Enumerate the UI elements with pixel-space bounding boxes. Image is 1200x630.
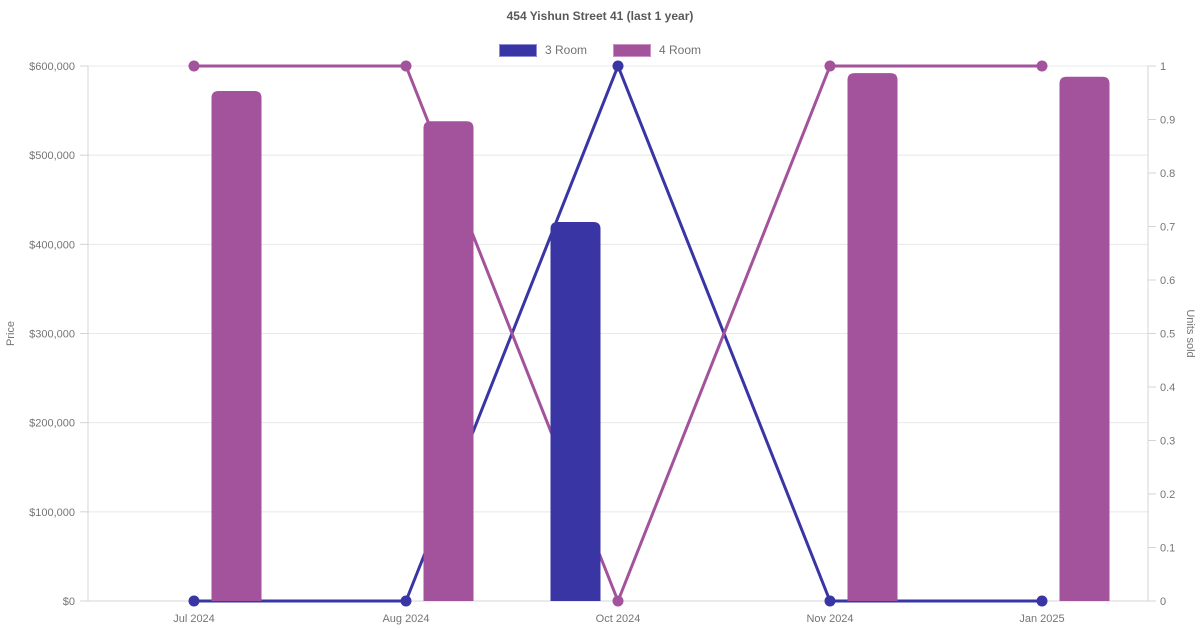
point-4-room-oct-2024[interactable] (612, 595, 624, 607)
x-axis-label-jan-2025: Jan 2025 (1019, 613, 1064, 625)
bar-4-room-jul-2024[interactable] (211, 90, 262, 601)
left-axis-tick-label: $600,000 (29, 61, 75, 73)
bar-3-room-oct-2024[interactable] (550, 222, 601, 601)
point-3-room-jan-2025[interactable] (1036, 595, 1048, 607)
point-4-room-nov-2024[interactable] (824, 60, 836, 72)
x-axis-label-nov-2024: Nov 2024 (806, 613, 853, 625)
bar-4-room-aug-2024[interactable] (423, 121, 474, 602)
right-axis-tick-label: 0.2 (1160, 489, 1175, 501)
legend-label-4-room: 4 Room (659, 43, 702, 57)
legend-swatch-3-room (498, 43, 537, 57)
point-3-room-nov-2024[interactable] (824, 595, 836, 607)
right-axis-tick-label: 0.6 (1160, 275, 1175, 287)
right-axis-tick-label: 0.4 (1160, 382, 1175, 394)
chart-legend: 3 Room 4 Room (0, 43, 1200, 57)
left-axis-tick-label: $300,000 (29, 329, 75, 341)
right-axis-title: Units sold (1184, 309, 1196, 357)
bar-4-room-nov-2024[interactable] (847, 73, 898, 602)
point-4-room-aug-2024[interactable] (400, 60, 412, 72)
point-4-room-jan-2025[interactable] (1036, 60, 1048, 72)
x-axis-label-aug-2024: Aug 2024 (382, 613, 429, 625)
legend-swatch-4-room (613, 43, 651, 57)
right-axis-tick-label: 1 (1160, 61, 1166, 73)
x-axis-label-oct-2024: Oct 2024 (596, 613, 641, 625)
x-axis-label-jul-2024: Jul 2024 (173, 613, 215, 625)
left-axis-tick-label: $100,000 (29, 507, 75, 519)
chart-title: 454 Yishun Street 41 (last 1 year) (506, 9, 694, 23)
point-3-room-jul-2024[interactable] (188, 595, 200, 607)
point-3-room-oct-2024[interactable] (612, 60, 624, 72)
right-axis-tick-label: 0.9 (1160, 115, 1175, 127)
point-4-room-jul-2024[interactable] (188, 60, 200, 72)
left-axis-tick-label: $400,000 (29, 239, 75, 251)
left-axis-tick-label: $0 (63, 596, 75, 608)
right-axis-tick-label: 0.8 (1160, 168, 1175, 180)
left-axis-title: Price (5, 321, 17, 346)
bar-4-room-jan-2025[interactable] (1059, 76, 1110, 601)
point-3-room-aug-2024[interactable] (400, 595, 412, 607)
right-axis-tick-label: 0.1 (1160, 543, 1175, 555)
legend-item-4-room[interactable]: 4 Room (613, 43, 701, 57)
left-axis-tick-label: $500,000 (29, 150, 75, 162)
right-axis-tick-label: 0.5 (1160, 329, 1175, 341)
right-axis-tick-label: 0.3 (1160, 436, 1175, 448)
legend-item-3-room[interactable]: 3 Room (498, 43, 587, 57)
right-axis-tick-label: 0.7 (1160, 222, 1175, 234)
left-axis-tick-label: $200,000 (29, 418, 75, 430)
legend-label-3-room: 3 Room (544, 43, 587, 57)
right-axis-tick-label: 0 (1160, 596, 1166, 608)
